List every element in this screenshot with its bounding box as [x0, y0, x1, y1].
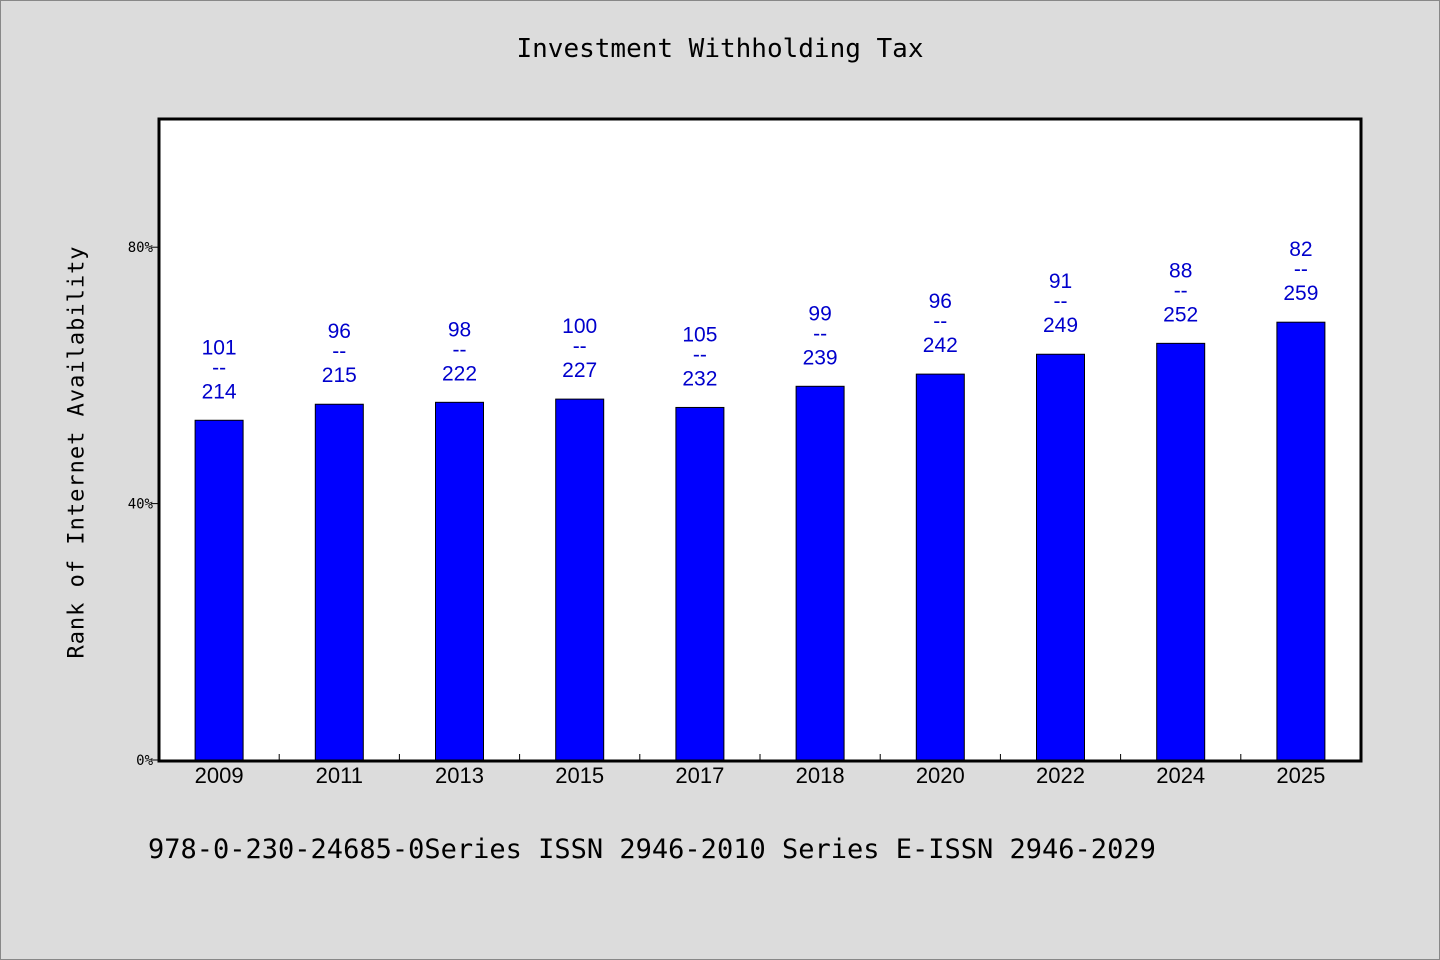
- bar: [555, 398, 605, 761]
- data-label-top: 96: [929, 290, 952, 313]
- chart-title: Investment Withholding Tax: [516, 34, 924, 64]
- x-tick-label: 2024: [1156, 763, 1205, 788]
- bar: [675, 406, 725, 761]
- data-label-top: 100: [562, 315, 597, 338]
- data-label-mid: --: [933, 310, 947, 333]
- y-tick-label: 0%: [136, 753, 153, 769]
- bar: [915, 373, 965, 761]
- data-label-top: 88: [1169, 259, 1192, 282]
- data-label-bottom: 222: [442, 362, 477, 385]
- x-tick-label: 2025: [1276, 763, 1325, 788]
- data-label-top: 91: [1049, 270, 1072, 293]
- data-label-bottom: 232: [682, 367, 717, 390]
- data-label-top: 82: [1289, 238, 1312, 261]
- x-tick-label: 2011: [316, 763, 363, 788]
- bar: [194, 419, 244, 761]
- data-label-mid: --: [1174, 279, 1188, 302]
- x-tick-label: 2013: [435, 763, 484, 788]
- data-label-bottom: 259: [1283, 282, 1318, 305]
- data-label-top: 96: [328, 320, 351, 343]
- data-label-bottom: 249: [1043, 314, 1078, 337]
- x-tick-label: 2009: [195, 763, 244, 788]
- data-label-mid: --: [212, 356, 226, 379]
- data-label-top: 98: [448, 318, 471, 341]
- data-label-top: 99: [808, 302, 831, 325]
- bar: [795, 385, 845, 761]
- plot-border: [157, 117, 1363, 763]
- bar: [314, 403, 364, 761]
- data-label-mid: --: [1054, 290, 1068, 313]
- data-label-bottom: 242: [923, 334, 958, 357]
- x-tick-label: 2018: [796, 763, 845, 788]
- data-label-bottom: 239: [803, 346, 838, 369]
- data-label-top: 105: [682, 323, 717, 346]
- y-tick-label: 80%: [128, 240, 154, 256]
- data-label-bottom: 215: [322, 364, 357, 387]
- x-tick-label: 2022: [1036, 763, 1085, 788]
- bar: [1036, 353, 1085, 761]
- x-tick-label: 2017: [675, 763, 724, 788]
- footnote: 978-0-230-24685-0Series ISSN 2946-2010 S…: [148, 834, 1156, 865]
- data-label-mid: --: [573, 335, 587, 358]
- bar: [1156, 342, 1206, 761]
- data-label-bottom: 227: [562, 359, 597, 382]
- data-label-bottom: 214: [202, 380, 237, 403]
- data-label-top: 101: [202, 336, 237, 359]
- bar: [1276, 321, 1326, 761]
- data-label-mid: --: [453, 338, 467, 361]
- x-tick-label: 2015: [555, 763, 604, 788]
- y-tick-label: 40%: [128, 497, 154, 513]
- data-label-mid: --: [332, 340, 346, 363]
- data-label-mid: --: [1294, 258, 1308, 281]
- data-label-mid: --: [693, 343, 707, 366]
- data-label-bottom: 252: [1163, 303, 1198, 326]
- x-tick-label: 2020: [916, 763, 965, 788]
- data-label-mid: --: [813, 322, 827, 345]
- bar: [435, 401, 484, 761]
